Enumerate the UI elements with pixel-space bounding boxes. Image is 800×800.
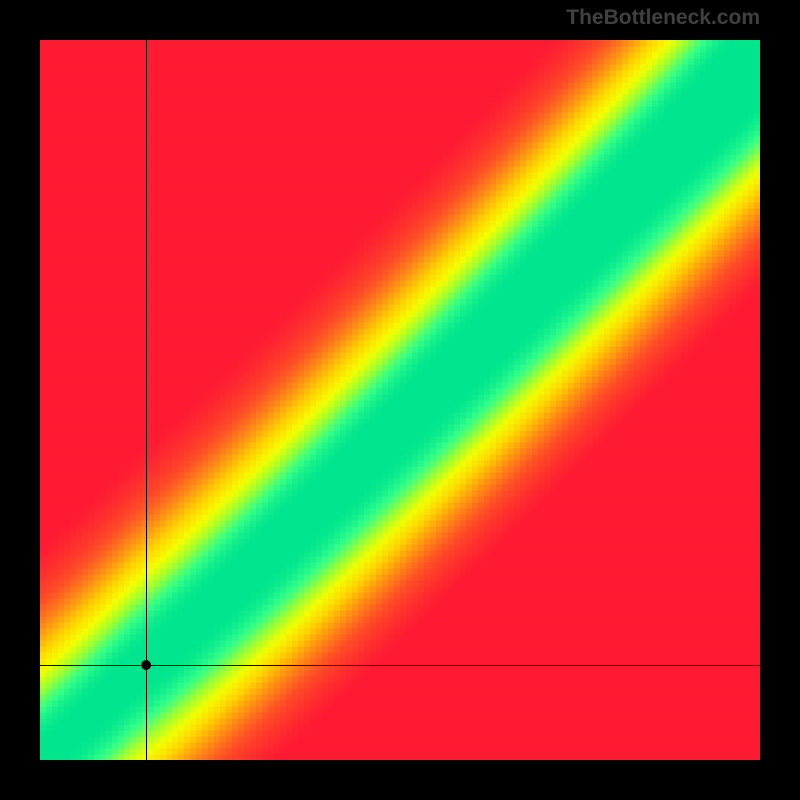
heatmap-plot [40, 40, 760, 760]
marker-point [141, 660, 151, 670]
crosshair-vertical [146, 40, 147, 760]
heatmap-canvas [40, 40, 760, 760]
watermark-text: TheBottleneck.com [566, 6, 760, 30]
